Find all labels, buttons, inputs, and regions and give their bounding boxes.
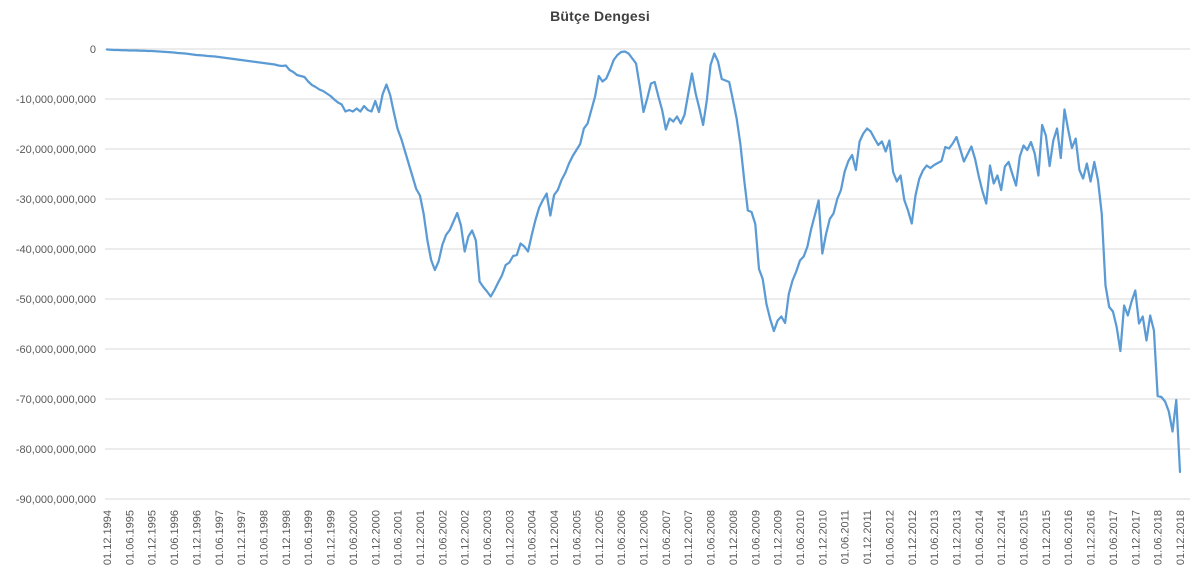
x-tick-label: 01.12.1994	[102, 510, 114, 565]
x-tick-label: 01.06.1998	[258, 510, 270, 565]
x-tick-label: 01.12.2009	[773, 510, 785, 565]
y-tick-label: -30,000,000,000	[16, 194, 96, 206]
y-tick-label: 0	[90, 44, 96, 56]
y-tick-label: -40,000,000,000	[16, 244, 96, 256]
x-tick-label: 01.12.2013	[951, 510, 963, 565]
y-tick-label: -90,000,000,000	[16, 494, 96, 506]
x-tick-label: 01.12.2003	[504, 510, 516, 565]
y-tick-label: -20,000,000,000	[16, 144, 96, 156]
y-tick-label: -50,000,000,000	[16, 294, 96, 306]
x-tick-label: 01.06.2011	[840, 510, 852, 564]
x-tick-label: 01.12.2018	[1175, 510, 1187, 565]
x-tick-label: 01.12.2014	[996, 510, 1008, 565]
x-tick-label: 01.12.2015	[1041, 510, 1053, 565]
x-tick-label: 01.12.1997	[236, 510, 248, 565]
y-tick-label: -10,000,000,000	[16, 94, 96, 106]
x-tick-label: 01.12.2016	[1086, 510, 1098, 565]
x-tick-label: 01.06.2006	[616, 510, 628, 565]
x-tick-label: 01.06.1997	[214, 510, 226, 565]
x-tick-label: 01.12.2005	[594, 510, 606, 565]
x-tick-label: 01.12.1999	[326, 510, 338, 565]
x-tick-label: 01.12.2007	[683, 510, 695, 565]
x-tick-label: 01.12.2010	[817, 510, 829, 565]
x-tick-label: 01.06.2010	[795, 510, 807, 565]
x-tick-label: 01.06.2017	[1108, 510, 1120, 565]
x-tick-label: 01.06.2016	[1063, 510, 1075, 565]
x-tick-label: 01.06.2018	[1153, 510, 1165, 565]
x-tick-label: 01.06.1996	[169, 510, 181, 565]
x-tick-label: 01.12.2012	[907, 510, 919, 565]
x-tick-label: 01.12.2002	[460, 510, 472, 565]
x-tick-label: 01.12.2004	[549, 510, 561, 565]
y-tick-label: -80,000,000,000	[16, 444, 96, 456]
x-tick-label: 01.06.1995	[124, 510, 136, 565]
chart-title: Bütçe Dengesi	[550, 8, 650, 24]
x-tick-label: 01.12.2001	[415, 510, 427, 565]
x-tick-label: 01.06.2013	[929, 510, 941, 565]
x-tick-label: 01.12.1998	[281, 510, 293, 565]
x-tick-label: 01.06.2014	[974, 510, 986, 565]
x-tick-label: 01.12.1995	[147, 510, 159, 565]
x-tick-label: 01.06.2015	[1019, 510, 1031, 565]
x-tick-label: 01.12.2017	[1130, 510, 1142, 565]
x-tick-label: 01.06.2007	[661, 510, 673, 565]
y-tick-label: -60,000,000,000	[16, 344, 96, 356]
x-tick-label: 01.12.2011	[862, 510, 874, 564]
x-tick-label: 01.06.2004	[527, 510, 539, 565]
x-tick-label: 01.06.2005	[571, 510, 583, 565]
x-tick-label: 01.12.2008	[728, 510, 740, 565]
x-tick-label: 01.12.2006	[639, 510, 651, 565]
x-tick-label: 01.06.2003	[482, 510, 494, 565]
x-tick-label: 01.06.2008	[706, 510, 718, 565]
x-tick-label: 01.06.1999	[303, 510, 315, 565]
x-tick-label: 01.12.2000	[370, 510, 382, 565]
budget-balance-series-line	[105, 48, 1182, 474]
x-tick-label: 01.06.2009	[750, 510, 762, 565]
x-tick-label: 01.06.2002	[437, 510, 449, 565]
x-tick-label: 01.06.2001	[393, 510, 405, 565]
x-tick-label: 01.12.1996	[191, 510, 203, 565]
x-tick-label: 01.06.2012	[884, 510, 896, 565]
x-tick-label: 01.06.2000	[348, 510, 360, 565]
y-tick-label: -70,000,000,000	[16, 394, 96, 406]
